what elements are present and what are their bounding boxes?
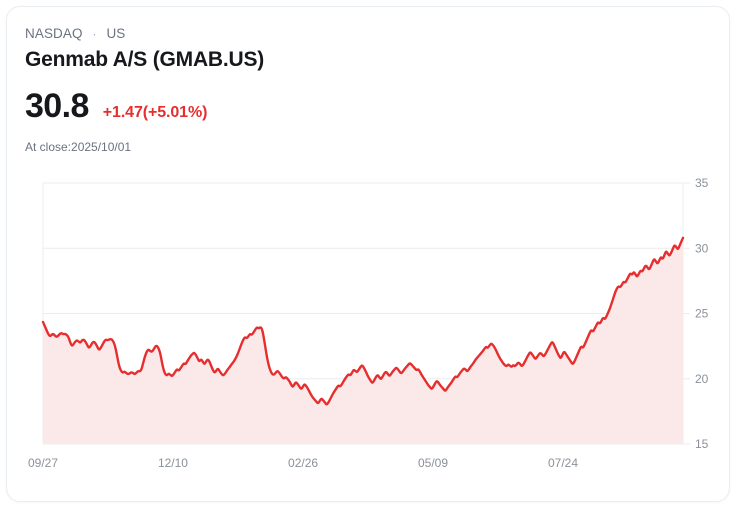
price-chart[interactable]: 35 30 25 20 15 09/27 12/10 02/26 05/09 07/24 bbox=[7, 167, 731, 487]
y-axis-tick-label: 25 bbox=[695, 307, 709, 321]
y-axis-tick-label: 35 bbox=[695, 176, 709, 190]
price-row: 30.8 +1.47(+5.01%) bbox=[25, 87, 585, 125]
price-line bbox=[41, 236, 685, 406]
x-axis-labels: 09/27 12/10 02/26 05/09 07/24 bbox=[28, 456, 578, 470]
y-axis-tick-label: 30 bbox=[695, 241, 709, 255]
y-axis-tick-label: 15 bbox=[695, 437, 709, 451]
x-axis-tick-label: 02/26 bbox=[288, 456, 318, 470]
price-area-fill bbox=[43, 237, 683, 444]
x-axis-tick-label: 05/09 bbox=[418, 456, 448, 470]
y-axis-tick-label: 20 bbox=[695, 372, 709, 386]
separator-dot: · bbox=[92, 27, 97, 42]
x-axis-tick-label: 09/27 bbox=[28, 456, 58, 470]
page-title: Genmab A/S (GMAB.US) bbox=[25, 48, 265, 72]
price-value: 30.8 bbox=[25, 87, 89, 126]
region-name: US bbox=[106, 26, 126, 41]
x-axis-tick-label: 07/24 bbox=[548, 456, 578, 470]
exchange-name: NASDAQ bbox=[25, 26, 83, 41]
quote-card: NASDAQ · US Genmab A/S (GMAB.US) 30.8 +1… bbox=[6, 6, 730, 502]
price-change: +1.47(+5.01%) bbox=[102, 104, 208, 122]
y-axis-labels: 35 30 25 20 15 bbox=[695, 176, 709, 451]
x-axis-tick-label: 12/10 bbox=[158, 456, 188, 470]
price-chart-svg[interactable]: 35 30 25 20 15 09/27 12/10 02/26 05/09 07/24 bbox=[7, 167, 731, 487]
exchange-region-line: NASDAQ · US bbox=[25, 25, 585, 43]
market-status-note: At close:2025/10/01 bbox=[25, 140, 132, 155]
quote-header: NASDAQ · US Genmab A/S (GMAB.US) 30.8 +1… bbox=[25, 25, 585, 155]
